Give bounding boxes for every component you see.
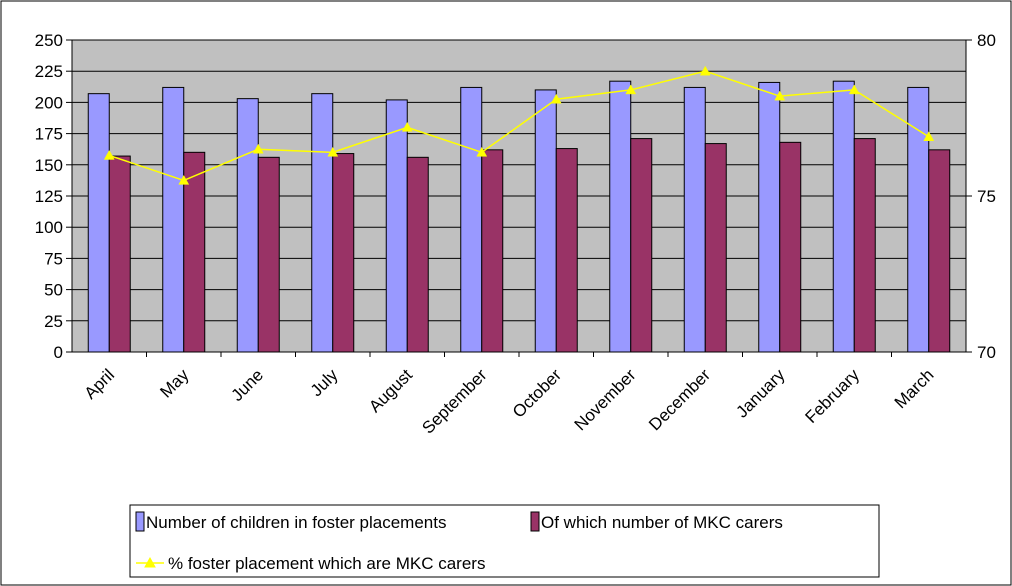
bar-mkc-carers [779,141,802,353]
bar-mkc-carers [853,138,876,353]
bar-mkc-carers [704,143,727,353]
y-right-tick-label: 75 [977,187,996,206]
bar-children-in-foster [311,93,334,353]
bar-children-in-foster [87,93,110,353]
line-point-marker [327,146,339,157]
bar-series [87,80,951,353]
bar-mkc-carers [481,149,504,353]
y-left-tick-label: 175 [35,125,63,144]
bar-mkc-carers [108,155,131,353]
y-right-tick-label: 70 [977,343,996,362]
y-left-tick-label: 0 [54,343,63,362]
legend-label-children: Number of children in foster placements [146,513,446,532]
bar-children-in-foster [460,86,483,353]
y-left-tick-label: 125 [35,187,63,206]
y-left-tick-label: 225 [35,62,63,81]
line-point-marker [848,84,860,95]
line-point-marker [774,90,786,101]
bar-children-in-foster [758,81,781,353]
bar-children-in-foster [534,89,557,353]
legend-swatch-children [135,511,145,532]
y-left-tick-label: 100 [35,218,63,237]
legend-label-mkc: Of which number of MKC carers [541,513,783,532]
line-point-marker [625,84,637,95]
bar-mkc-carers [406,156,429,353]
y-left-tick-label: 250 [35,31,63,50]
line-point-marker [252,143,264,154]
y-left-tick-label: 75 [44,249,63,268]
y-left-tick-label: 50 [44,281,63,300]
bar-children-in-foster [683,86,706,353]
legend: Number of children in foster placements O… [129,504,880,578]
line-point-marker [550,93,562,104]
y-left-tick-label: 150 [35,156,63,175]
y-right-tick-label: 80 [977,31,996,50]
legend-label-percentage: % foster placement which are MKC carers [168,554,485,573]
bar-children-in-foster [162,86,185,353]
line-point-marker [103,149,115,160]
y-left-tick-label: 25 [44,312,63,331]
legend-box [129,504,880,578]
bar-children-in-foster [609,80,632,353]
bar-mkc-carers [630,138,653,353]
line-point-marker [923,131,935,141]
bar-children-in-foster [832,80,855,353]
bar-children-in-foster [907,86,930,353]
line-mkc-percentage [109,70,930,182]
bar-mkc-carers [257,156,280,353]
line-point-marker [178,174,190,185]
legend-swatch-marker [144,556,156,568]
line-point-marker [401,121,413,132]
line-point-marker [476,146,488,157]
legend-swatch-mkc [530,511,540,532]
bar-mkc-carers [928,149,951,353]
y-left-tick-label: 200 [35,93,63,112]
bar-children-in-foster [385,99,408,353]
bar-mkc-carers [332,153,355,353]
line-series [103,65,935,185]
bar-children-in-foster [236,98,259,353]
line-point-marker [699,65,711,76]
bar-mkc-carers [555,148,578,353]
